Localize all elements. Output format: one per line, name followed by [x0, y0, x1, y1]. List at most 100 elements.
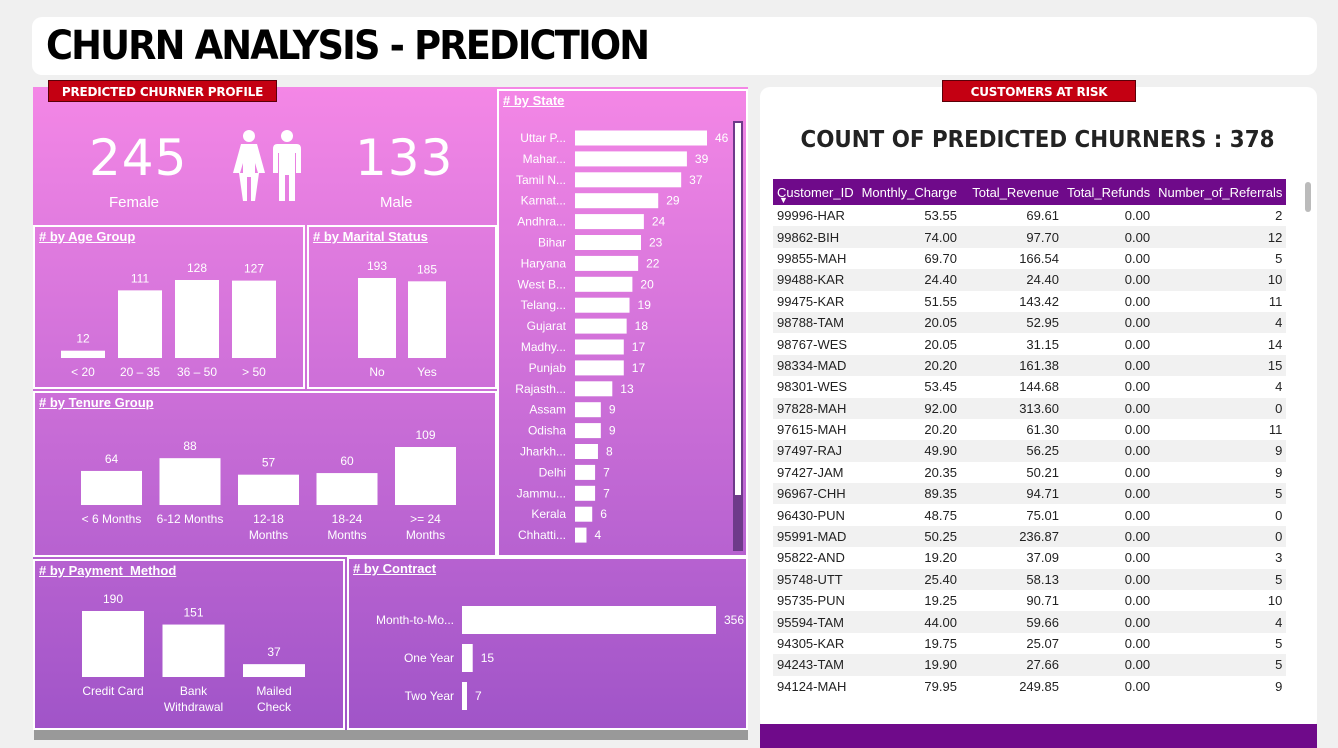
- table-cell: 0.00: [1124, 250, 1151, 266]
- table-cell: 0.00: [1124, 464, 1151, 480]
- tick-label: Mahar...: [523, 152, 566, 166]
- tick-label: < 20: [71, 365, 95, 379]
- table-cell: 74.00: [857, 226, 961, 248]
- bar: [82, 611, 144, 677]
- table-cell: 14: [1267, 336, 1283, 352]
- bar: [81, 470, 142, 505]
- table-cell: 50.25: [857, 525, 961, 548]
- tick-label: Credit Card: [82, 684, 143, 698]
- table-row[interactable]: 94243-TAM 19.90 27.66 0.00 5: [773, 654, 1287, 676]
- table-cell: 144.68: [1019, 379, 1059, 395]
- table-cell: 99862-BIH: [773, 226, 858, 248]
- tick-label: Chhatti...: [518, 528, 566, 542]
- table-cell: 58.13: [960, 568, 1063, 591]
- male-label: Male: [380, 194, 413, 211]
- bar: [358, 278, 396, 358]
- age-group-chart: 12 < 20 111 20 – 35 128 36 – 50 127 > 50: [61, 261, 276, 379]
- bar: [462, 644, 473, 672]
- table-cell: 25.07: [1026, 636, 1059, 651]
- table-cell: 0.00: [1124, 379, 1151, 395]
- data-label: 15: [481, 651, 495, 665]
- tick-label: Madhy...: [521, 340, 566, 354]
- data-label: 13: [620, 382, 634, 396]
- column-header[interactable]: Monthly_Charge: [857, 179, 961, 205]
- table-row[interactable]: 97427-JAM 20.35 50.21 0.00 9: [773, 462, 1286, 483]
- table-cell: 20.05: [924, 336, 957, 352]
- data-label: 17: [632, 361, 646, 375]
- column-header[interactable]: Customer_ID ▼: [773, 179, 858, 205]
- table-row[interactable]: 97615-MAH 20.20 61.30 0.00 11: [773, 419, 1286, 440]
- table-row[interactable]: 99996-HAR 53.55 69.61 0.00 2: [773, 205, 1286, 226]
- tick-label: Jharkh...: [520, 445, 566, 459]
- bar: [575, 276, 633, 292]
- data-label: 12: [76, 332, 90, 346]
- table-row[interactable]: 94124-MAH 79.95 249.85 0.00 9: [773, 676, 1286, 697]
- table-row[interactable]: 95594-TAM 44.00 59.66 0.00 4: [773, 611, 1287, 633]
- table-cell: 9: [1154, 440, 1287, 462]
- tick-label: Delhi: [539, 465, 566, 479]
- table-cell: 95822-AND: [777, 550, 845, 566]
- tick-label: 6-12 Months: [157, 512, 224, 526]
- table-cell: 143.42: [1019, 293, 1059, 309]
- table-cell: 99996-HAR: [777, 208, 845, 224]
- bar: [575, 151, 687, 167]
- table-row[interactable]: 95822-AND 19.20 37.09 0.00 3: [773, 547, 1286, 568]
- table-cell: 0.00: [1062, 654, 1155, 676]
- table-cell: 90.71: [1026, 593, 1059, 609]
- table-cell: 0.00: [1062, 397, 1155, 419]
- data-label: 356: [724, 613, 744, 627]
- tick-label: 12-18: [253, 512, 284, 526]
- table-row[interactable]: 95991-MAD 50.25 236.87 0.00 0: [773, 525, 1287, 548]
- table-scrollbar[interactable]: [1305, 182, 1311, 212]
- data-label: 7: [603, 465, 610, 479]
- bar: [316, 473, 378, 505]
- bar: [575, 255, 639, 271]
- age-group-title: # by Age Group: [39, 229, 136, 244]
- tick-label: 36 – 50: [177, 365, 217, 379]
- data-label: 109: [415, 428, 435, 442]
- contract-chart: Month-to-Mo... 356 One Year 15 Two Year 7: [376, 606, 744, 710]
- bar: [575, 464, 596, 480]
- table-row[interactable]: 96430-PUN 48.75 75.01 0.00 0: [773, 504, 1286, 525]
- table-row[interactable]: 99862-BIH 74.00 97.70 0.00 12: [773, 226, 1287, 248]
- bar: [61, 350, 105, 358]
- table-cell: 0.00: [1062, 483, 1155, 505]
- column-header[interactable]: Total_Revenue: [960, 179, 1063, 205]
- data-label: 190: [103, 592, 123, 606]
- data-label: 46: [715, 131, 729, 145]
- column-header[interactable]: Number_of_Referrals: [1154, 179, 1287, 205]
- table-cell: 0.00: [1062, 269, 1155, 291]
- table-row[interactable]: 94305-KAR 19.75 25.07 0.00 5: [773, 633, 1286, 654]
- bar: [575, 402, 601, 418]
- table-row[interactable]: 99855-MAH 69.70 166.54 0.00 5: [773, 248, 1286, 269]
- table-row[interactable]: 98767-WES 20.05 31.15 0.00 14: [773, 333, 1286, 354]
- customers-at-risk-card: COUNT OF PREDICTED CHURNERS : 378 Custom…: [760, 87, 1317, 730]
- table-cell: 11: [1268, 293, 1283, 309]
- table-cell: 5: [1154, 483, 1287, 505]
- table-row[interactable]: 98334-MAD 20.20 161.38 0.00 15: [773, 354, 1287, 377]
- tick-label: Andhra...: [517, 215, 566, 229]
- table-row[interactable]: 99488-KAR 24.40 24.40 0.00 10: [773, 269, 1287, 291]
- table-cell: 50.21: [1026, 464, 1059, 480]
- table-cell: 53.55: [924, 208, 957, 224]
- table-row[interactable]: 96967-CHH 89.35 94.71 0.00 5: [773, 483, 1287, 505]
- bar: [462, 682, 467, 710]
- table-row[interactable]: 98788-TAM 20.05 52.95 0.00 4: [773, 311, 1287, 334]
- tick-label: Yes: [417, 365, 437, 379]
- column-header[interactable]: Total_Refunds: [1062, 179, 1155, 205]
- table-cell: 99488-KAR: [773, 269, 858, 291]
- data-label: 88: [183, 439, 197, 453]
- table-cell: 92.00: [857, 397, 961, 419]
- payment-method-title: # by Payment_Method: [39, 563, 177, 578]
- tenure-group-chart: 64 < 6 Months 88 6-12 Months 57 12-18 Months 60…: [81, 428, 456, 542]
- tick-label: Check: [257, 700, 292, 714]
- table-row[interactable]: 95735-PUN 19.25 90.71 0.00 10: [773, 590, 1286, 611]
- table-row[interactable]: 99475-KAR 51.55 143.42 0.00 11: [773, 291, 1286, 312]
- state-scrollbar-thumb[interactable]: [735, 123, 741, 495]
- table-row[interactable]: 97497-RAJ 49.90 56.25 0.00 9: [773, 440, 1287, 462]
- table-row[interactable]: 95748-UTT 25.40 58.13 0.00 5: [773, 568, 1287, 591]
- sort-desc-icon[interactable]: ▼: [779, 195, 788, 205]
- table-cell: 49.90: [857, 440, 961, 462]
- table-row[interactable]: 98301-WES 53.45 144.68 0.00 4: [773, 376, 1286, 397]
- table-row[interactable]: 97828-MAH 92.00 313.60 0.00 0: [773, 397, 1287, 419]
